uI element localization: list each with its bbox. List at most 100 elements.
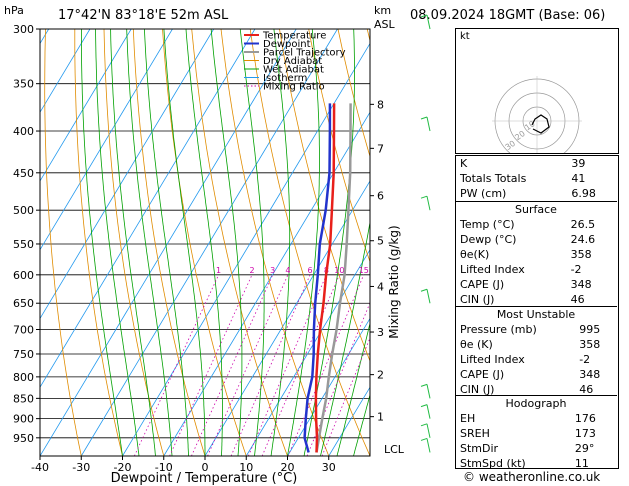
- pressure-tick-label: 950: [13, 432, 34, 445]
- dry-adiabat-line: [220, 29, 330, 456]
- wet-adiabat-line: [320, 220, 370, 456]
- mixing-ratio-line: [261, 274, 340, 456]
- mixing-ratio-line: [230, 274, 311, 456]
- temperature-tick-label: -10: [155, 461, 173, 474]
- isotherm-line: [40, 29, 297, 456]
- temperature-tick-label: 0: [202, 461, 209, 474]
- dry-adiabat-line: [249, 29, 370, 456]
- x-axis-label: Dewpoint / Temperature (°C): [111, 471, 298, 486]
- hodograph-panel: kt 10 20 30: [455, 28, 619, 154]
- copyright-text: © weatheronline.co.uk: [463, 470, 601, 484]
- dry-adiabat-line: [337, 29, 370, 158]
- isotherm-line: [80, 29, 338, 456]
- wet-adiabat-line: [270, 29, 291, 456]
- wet-adiabat-line: [110, 29, 156, 456]
- legend-label: Dewpoint: [263, 39, 311, 50]
- mixing-ratio-line: [247, 274, 327, 456]
- wet-adiabat-line: [210, 29, 243, 456]
- altitude-tick-label: 7: [377, 142, 384, 155]
- indices-panel: [455, 155, 619, 469]
- mixing-ratio-line: [287, 274, 365, 456]
- wind-barb: [426, 404, 431, 419]
- pressure-tick-label: 550: [13, 238, 34, 251]
- km-axis-title: km: [374, 4, 392, 17]
- pressure-tick-label: 300: [13, 23, 34, 36]
- wind-barb: [426, 384, 431, 399]
- altitude-tick-label: 4: [377, 280, 384, 293]
- wind-barb-flag: [420, 288, 428, 292]
- surface-table: Surface Temp (°C) 26.5 Dewp (°C) 24.6 θe(K…: [456, 202, 616, 307]
- legend-label: Temperature: [262, 31, 326, 42]
- wind-barb: [426, 196, 431, 211]
- wet-adiabat-line: [163, 29, 206, 456]
- basic-indices-table: K 39 Totals Totals 41 PW (cm) 6.98: [456, 156, 616, 201]
- dry-adiabat-line: [162, 29, 247, 456]
- wind-barb-flag: [420, 383, 428, 387]
- altitude-tick-label: 2: [377, 369, 384, 382]
- most-unstable-table: Most Unstable Pressure (mb) 995 θe (K) 358…: [456, 307, 616, 397]
- wet-adiabat-line: [353, 393, 370, 456]
- index-row-k: K 39: [460, 157, 586, 170]
- isotherm-line: [40, 29, 256, 389]
- dry-adiabat-line: [44, 29, 82, 456]
- surface-section: [455, 201, 617, 307]
- isotherm-line: [287, 317, 370, 456]
- altitude-tick-label: 8: [377, 98, 384, 111]
- mixing-ratio-line: [133, 274, 219, 456]
- dry-adiabat-line: [103, 29, 165, 456]
- hodograph-unit: kt: [460, 31, 470, 42]
- pressure-tick-label: 650: [13, 297, 34, 310]
- parcel-trajectory: [315, 103, 352, 453]
- altitude-tick-label: 3: [377, 326, 384, 339]
- dry-adiabat-line: [191, 29, 288, 456]
- legend-label: Parcel Trajectory: [263, 48, 346, 59]
- hodograph-ring-label: 20: [513, 129, 527, 142]
- wet-adiabat-line: [185, 29, 223, 456]
- dry-adiabat-line: [74, 29, 123, 456]
- isotherm-line: [245, 248, 370, 456]
- wind-barb-flag: [420, 437, 428, 441]
- hodograph-ring-label: 30: [504, 139, 518, 152]
- mixing-ratio-label: 3: [270, 266, 275, 275]
- legend-label: Wet Adiabat: [263, 65, 324, 76]
- asl-axis-title: ASL: [374, 18, 395, 31]
- wet-adiabat-line: [81, 29, 123, 456]
- legend-label: Dry Adiabat: [263, 56, 322, 67]
- most-unstable-title: Most Unstable: [496, 308, 576, 321]
- wet-adiabat-line: [287, 29, 320, 456]
- pressure-tick-label: 350: [13, 78, 34, 91]
- dry-adiabat-line: [279, 29, 370, 363]
- legend-label: Mixing Ratio: [263, 82, 325, 93]
- isotherm-line: [40, 29, 91, 114]
- wind-barb-flag: [420, 195, 428, 199]
- temperature-profile: [314, 103, 336, 453]
- wet-adiabat-line: [239, 29, 265, 456]
- hodograph-indices-table: Hodograph EH 176 SREH 173 StmDir 29° StmSpd…: [456, 396, 616, 471]
- mixing-ratio-label: 2: [249, 266, 254, 275]
- lcl-label: LCL: [384, 443, 405, 456]
- mixing-ratio-line: [169, 274, 253, 456]
- mixing-ratio-line: [207, 274, 289, 456]
- wind-barb-flag: [420, 423, 428, 427]
- mixing-ratio-label: 15: [359, 266, 369, 275]
- pressure-tick-label: 500: [13, 204, 34, 217]
- altitude-tick-label: 1: [377, 411, 384, 424]
- mixing-ratio-axis-label: Mixing Ratio (g/kg): [387, 225, 401, 338]
- mixing-ratio-line: [306, 301, 370, 456]
- isotherm-line: [163, 111, 370, 456]
- index-row-pw: PW (cm) 6.98: [460, 187, 596, 200]
- pressure-tick-label: 450: [13, 167, 34, 180]
- mixing-ratio-label: 20: [376, 266, 386, 275]
- index-row-tt: Totals Totals 41: [460, 172, 586, 185]
- legend-label: Isotherm: [263, 73, 307, 84]
- isotherm-line: [40, 29, 173, 251]
- forecast-datetime: 08.09.2024 18GMT (Base: 06): [410, 8, 606, 23]
- mixing-ratio-line: [321, 336, 370, 456]
- temperature-tick-label: -30: [72, 461, 90, 474]
- temperature-tick-label: 20: [281, 461, 295, 474]
- pressure-tick-label: 700: [13, 324, 34, 337]
- isotherm-line: [204, 180, 370, 456]
- isotherm-line: [122, 42, 370, 456]
